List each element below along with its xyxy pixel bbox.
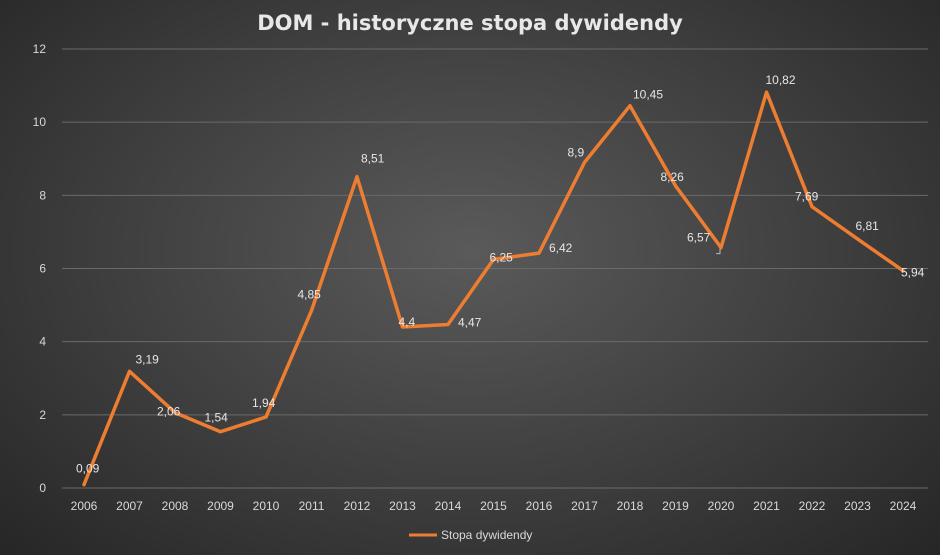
y-tick-label: 6 [39, 262, 46, 276]
x-tick-label: 2011 [299, 499, 325, 513]
data-point [401, 325, 404, 329]
x-tick-label: 2018 [617, 499, 644, 513]
data-point [901, 269, 905, 273]
data-label: 2,06 [157, 405, 181, 419]
y-tick-label: 12 [33, 42, 47, 56]
data-point [674, 184, 677, 188]
data-point [219, 430, 222, 434]
x-tick-label: 2019 [662, 499, 689, 513]
data-label: 3,19 [136, 352, 160, 366]
y-tick-label: 4 [39, 335, 46, 349]
data-label: 1,94 [252, 396, 276, 410]
y-tick-label: 10 [33, 115, 47, 129]
series-stopa-dywidendy [82, 90, 905, 487]
x-tick-label: 2016 [526, 499, 553, 513]
x-tick-label: 2012 [344, 499, 371, 513]
data-label: 1,54 [205, 411, 229, 425]
data-point [310, 309, 313, 313]
data-point [173, 411, 177, 415]
data-point [537, 251, 541, 255]
legend: Stopa dywidendy [409, 528, 532, 542]
chart-title: DOM - historyczne stopa dywidendy [257, 11, 683, 35]
data-point [583, 160, 586, 164]
data-point [765, 90, 768, 94]
data-label: 4,4 [399, 315, 416, 329]
leader-line [716, 248, 721, 255]
y-axis: 0 2 4 6 8 10 12 [33, 42, 47, 495]
data-label: 0,09 [76, 462, 100, 476]
data-point [719, 246, 723, 250]
x-tick-label: 2015 [480, 499, 507, 513]
data-point [856, 237, 859, 241]
x-axis: 2006 2007 2008 2009 2010 2011 2012 2013 2014 2015… [71, 499, 917, 513]
x-tick-label: 2014 [435, 499, 462, 513]
x-tick-label: 2013 [389, 499, 416, 513]
data-point [128, 369, 131, 373]
x-tick-label: 2006 [71, 499, 98, 513]
data-label: 10,45 [633, 88, 663, 102]
data-label: 4,85 [298, 288, 322, 302]
y-tick-label: 8 [39, 188, 46, 202]
data-point [628, 104, 632, 108]
data-label: 5,94 [901, 266, 925, 280]
series-line [82, 90, 905, 487]
x-tick-label: 2007 [116, 499, 143, 513]
x-tick-label: 2022 [799, 499, 826, 513]
legend-label: Stopa dywidendy [441, 528, 532, 542]
data-point [264, 415, 268, 419]
x-tick-label: 2017 [571, 499, 598, 513]
data-label: 8,9 [568, 145, 585, 159]
data-label: 4,47 [458, 315, 482, 329]
y-tick-label: 2 [39, 408, 46, 422]
x-tick-label: 2020 [708, 499, 735, 513]
gridlines [62, 48, 928, 489]
x-tick-label: 2010 [253, 499, 280, 513]
x-tick-label: 2023 [844, 499, 871, 513]
x-tick-label: 2024 [890, 499, 917, 513]
data-label: 8,51 [361, 152, 385, 166]
data-label: 7,69 [795, 190, 819, 204]
data-label: 6,25 [490, 250, 514, 264]
x-tick-label: 2008 [162, 499, 189, 513]
data-point [355, 175, 359, 179]
x-tick-label: 2021 [753, 499, 780, 513]
data-label: 6,57 [687, 231, 711, 245]
data-label: 6,42 [549, 241, 573, 255]
x-tick-label: 2009 [207, 499, 234, 513]
data-point [492, 257, 495, 261]
data-label: 10,82 [766, 73, 796, 87]
data-point [82, 483, 86, 487]
y-tick-label: 0 [39, 481, 46, 495]
data-label: 8,26 [661, 170, 685, 184]
data-label: 6,81 [856, 219, 880, 233]
data-point [446, 322, 450, 326]
data-labels: 0,09 3,19 2,06 1,54 1,94 4,85 8,51 4,4 4,47 6,25 6… [76, 73, 925, 476]
data-point [810, 205, 814, 209]
